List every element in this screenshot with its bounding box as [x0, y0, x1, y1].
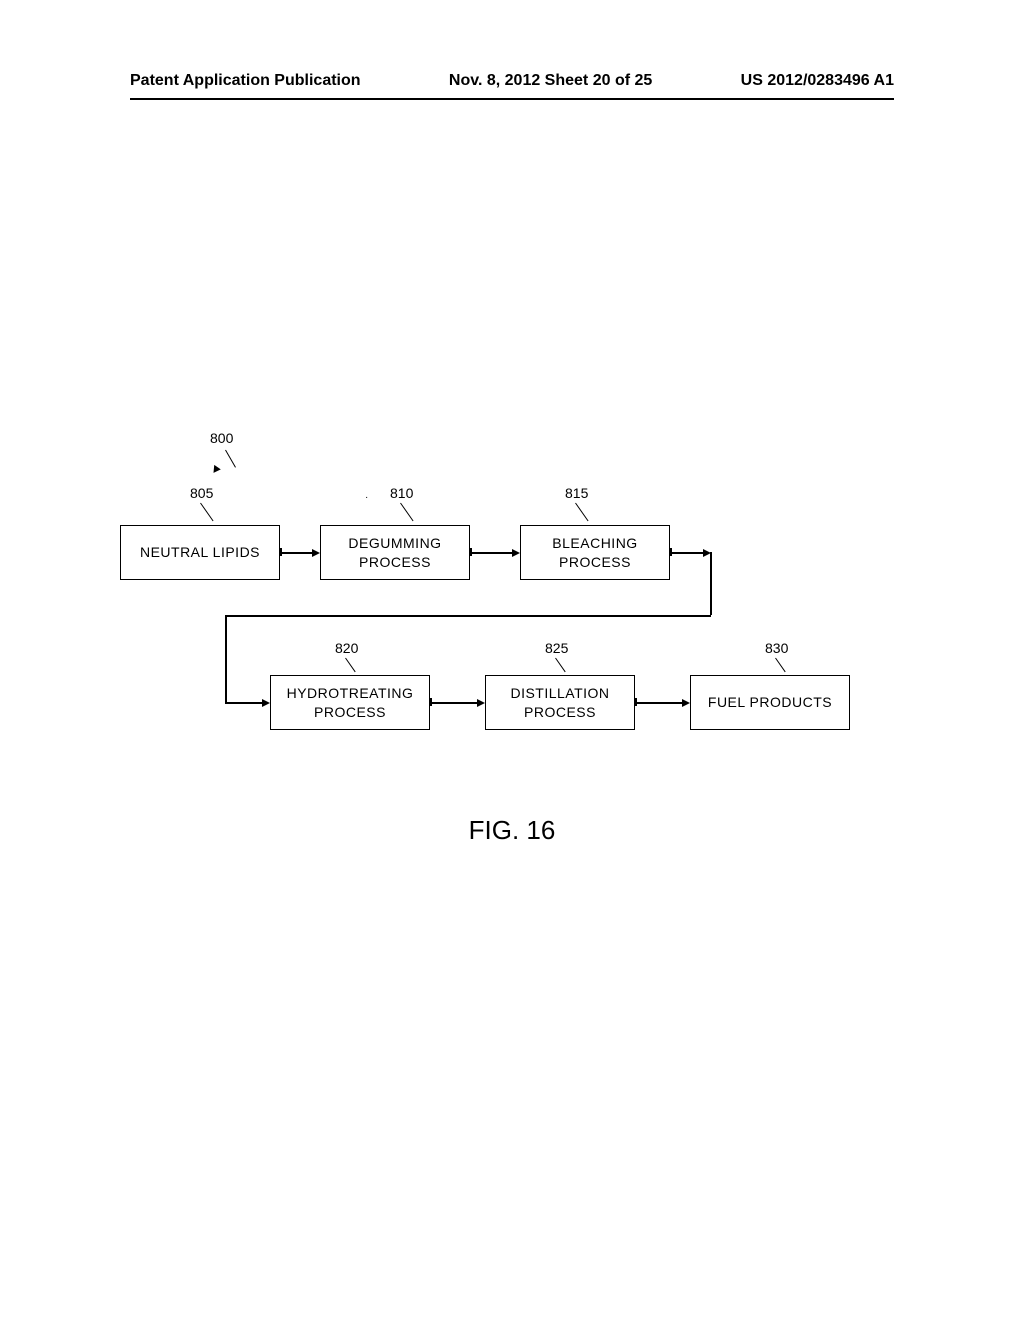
ref-815: 815: [565, 485, 588, 501]
node-label: NEUTRAL LIPIDS: [140, 543, 260, 561]
arrow-line-v: [710, 552, 712, 615]
arrow-line: [280, 552, 312, 554]
ref-830-leader: [775, 658, 786, 672]
arrow-line: [470, 552, 512, 554]
arrow-head: [262, 699, 270, 707]
arrow-head: [682, 699, 690, 707]
arrow-line: [430, 702, 477, 704]
header-divider: [130, 98, 894, 100]
header-patent-number: US 2012/0283496 A1: [741, 72, 894, 90]
ref-825: 825: [545, 640, 568, 656]
arrow-line-v: [225, 615, 227, 703]
node-label: FUEL PRODUCTS: [708, 693, 832, 711]
ref-805: 805: [190, 485, 213, 501]
node-label: DISTILLATIONPROCESS: [510, 684, 609, 720]
node-label: HYDROTREATINGPROCESS: [287, 684, 414, 720]
arrow-line: [670, 552, 705, 554]
ref-815-leader: [575, 503, 588, 522]
header-publication: Patent Application Publication: [130, 72, 361, 90]
tick-mark: ·: [365, 492, 368, 503]
flowchart: 800 NEUTRAL LIPIDS 805 DEGUMMINGPROCESS …: [120, 450, 900, 800]
figure-caption: FIG. 16: [0, 815, 1024, 846]
page-header: Patent Application Publication Nov. 8, 2…: [0, 72, 1024, 90]
node-bleaching: BLEACHINGPROCESS: [520, 525, 670, 580]
ref-main-leader: [225, 450, 236, 468]
node-label: BLEACHINGPROCESS: [552, 534, 637, 570]
node-neutral-lipids: NEUTRAL LIPIDS: [120, 525, 280, 580]
arrow-line: [225, 702, 262, 704]
node-label: DEGUMMINGPROCESS: [348, 534, 441, 570]
arrow-head: [312, 549, 320, 557]
ref-810-leader: [400, 503, 413, 522]
node-fuel-products: FUEL PRODUCTS: [690, 675, 850, 730]
ref-820: 820: [335, 640, 358, 656]
ref-820-leader: [345, 658, 356, 672]
ref-main-arrow: [210, 465, 221, 475]
arrow-head: [512, 549, 520, 557]
arrow-line: [225, 615, 711, 617]
ref-810: 810: [390, 485, 413, 501]
ref-830: 830: [765, 640, 788, 656]
ref-main-label: 800: [210, 430, 233, 446]
ref-825-leader: [555, 658, 566, 672]
node-degumming: DEGUMMINGPROCESS: [320, 525, 470, 580]
arrow-head: [477, 699, 485, 707]
node-distillation: DISTILLATIONPROCESS: [485, 675, 635, 730]
header-date-sheet: Nov. 8, 2012 Sheet 20 of 25: [449, 72, 652, 90]
ref-805-leader: [200, 503, 213, 522]
node-hydrotreating: HYDROTREATINGPROCESS: [270, 675, 430, 730]
arrow-line: [635, 702, 682, 704]
